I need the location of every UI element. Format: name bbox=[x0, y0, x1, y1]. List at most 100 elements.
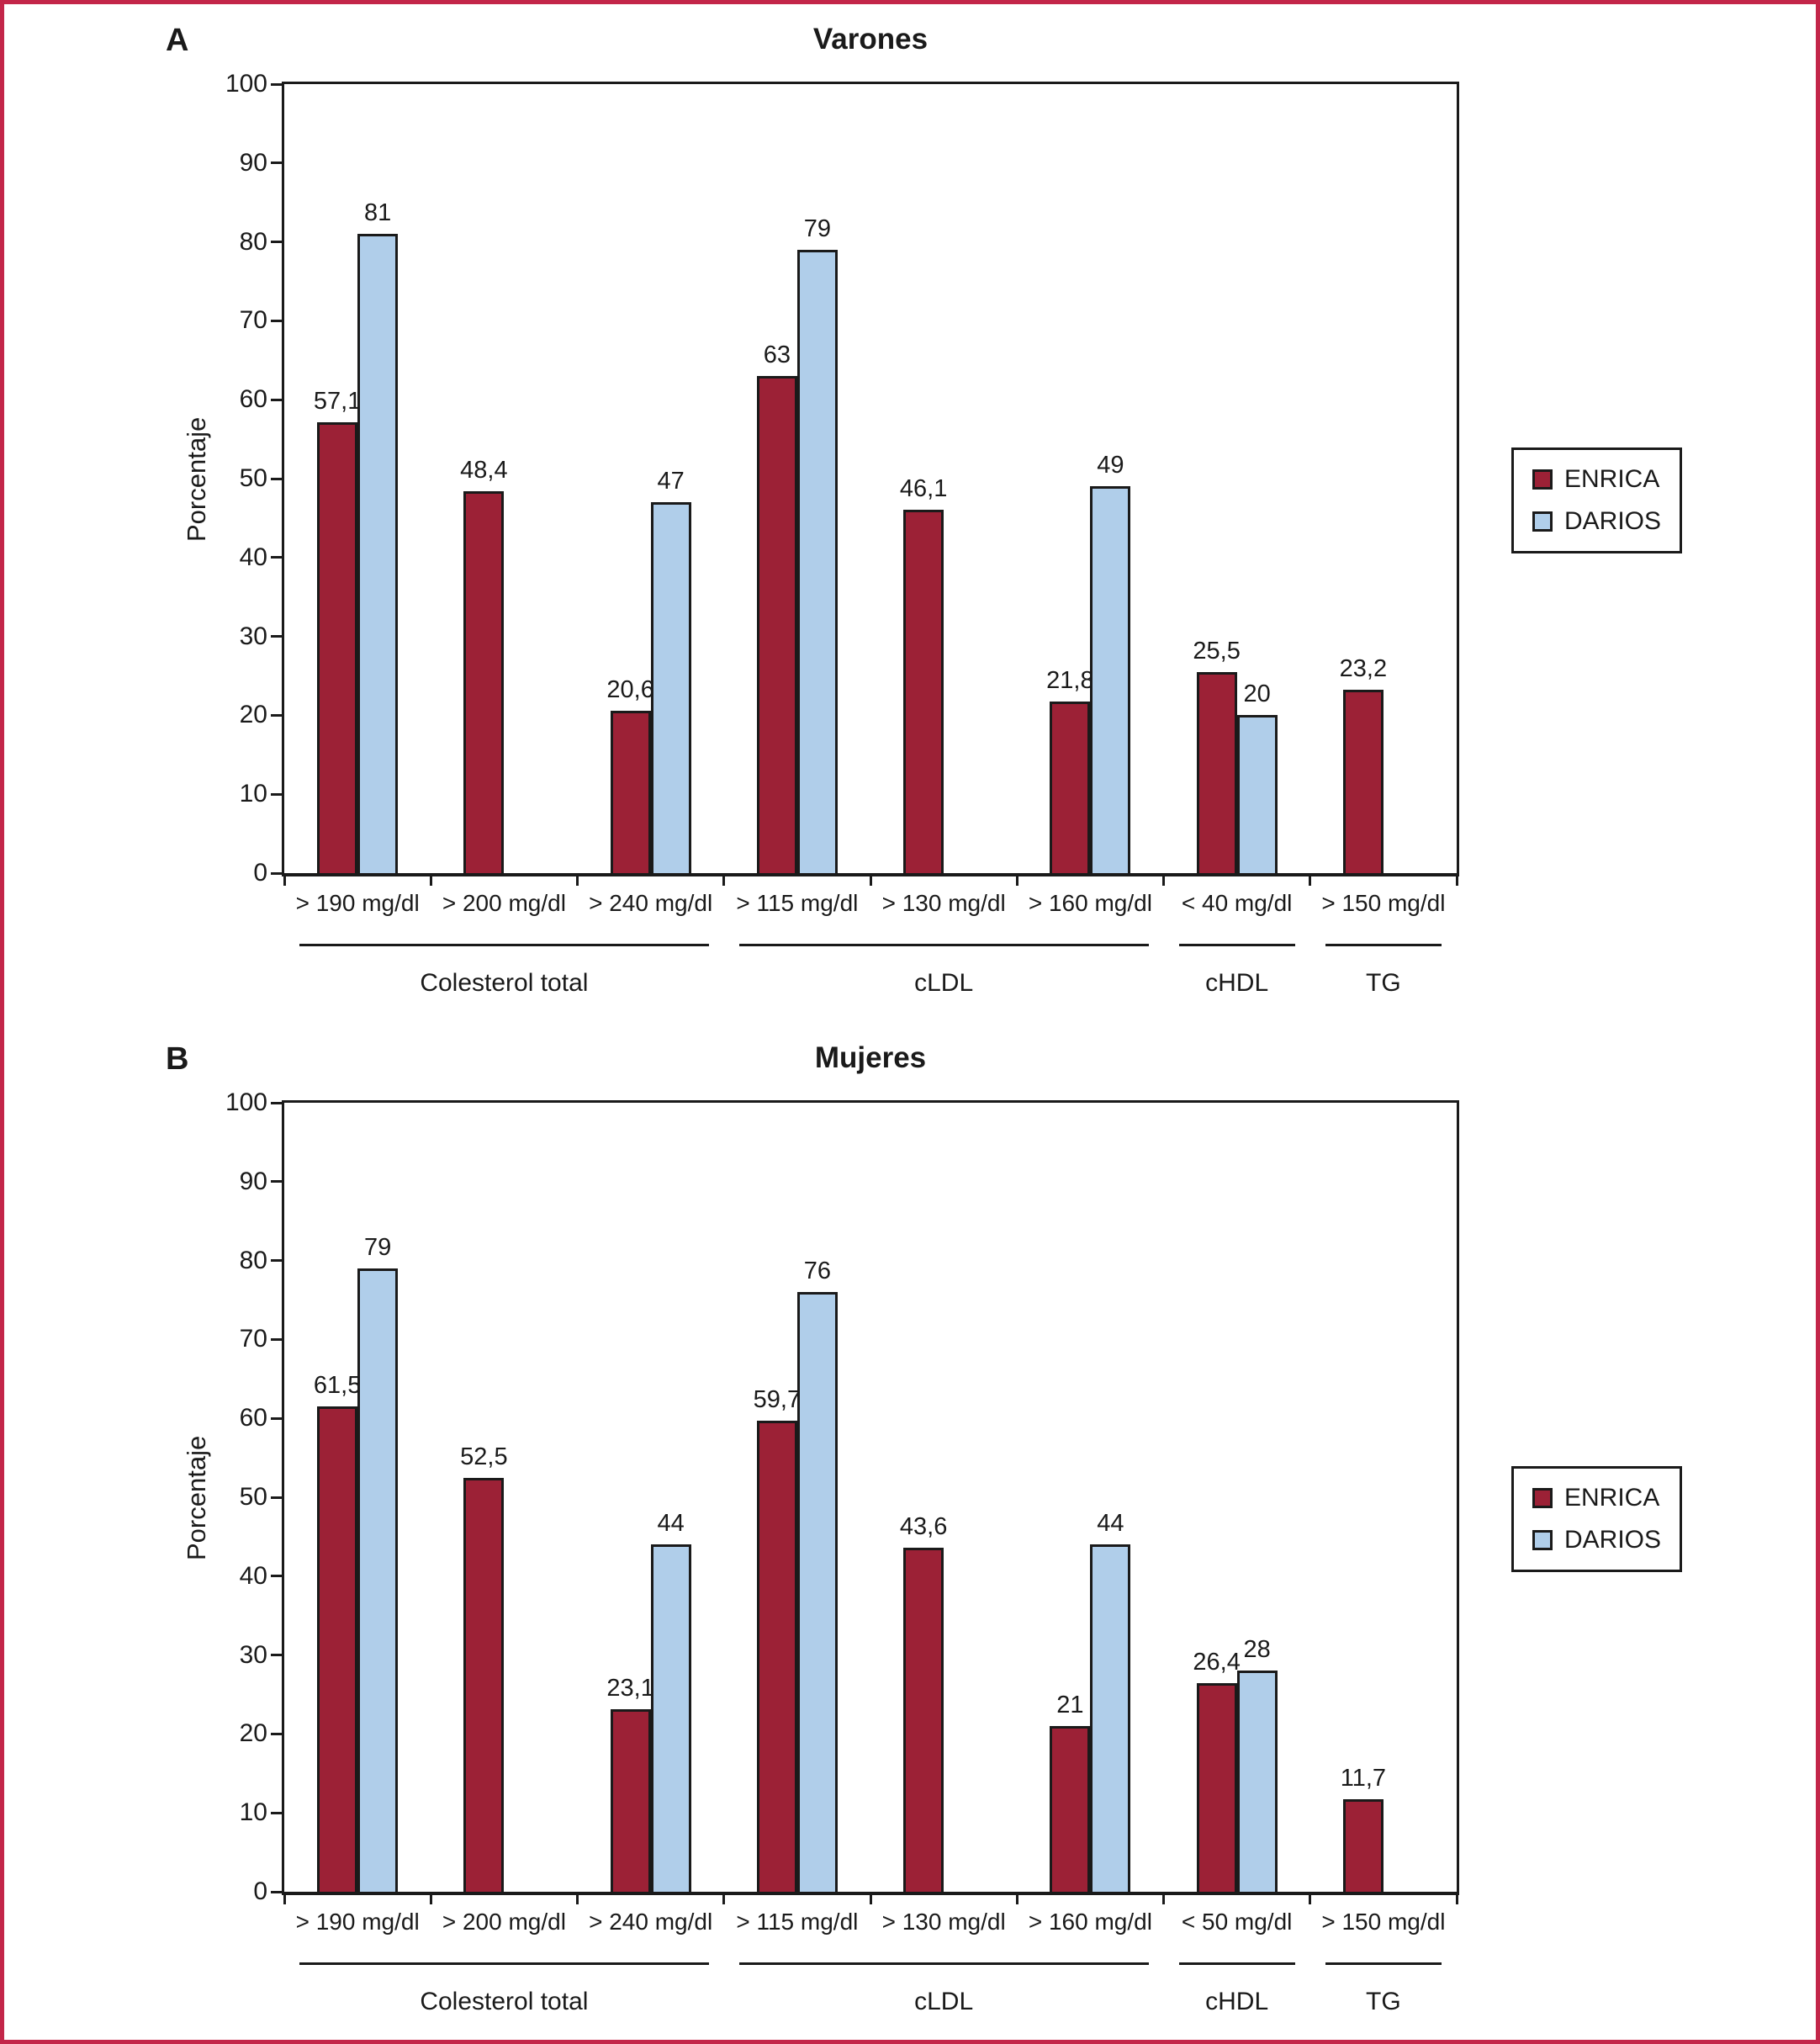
legend-entry-enrica: ENRICA bbox=[1532, 1485, 1661, 1511]
legend-label-enrica: ENRICA bbox=[1564, 465, 1660, 493]
y-tick-mark bbox=[271, 1811, 284, 1814]
bar-darios bbox=[1236, 715, 1278, 873]
y-tick-label: 100 bbox=[225, 1088, 267, 1116]
x-category-label: > 130 mg/dl bbox=[881, 1909, 1006, 1935]
x-tick-mark bbox=[429, 873, 432, 886]
bar-value-label: 57,1 bbox=[313, 388, 362, 416]
bar-enrica bbox=[903, 509, 944, 873]
y-tick-label: 90 bbox=[239, 1167, 267, 1195]
y-tick-mark bbox=[271, 556, 284, 559]
y-tick-mark bbox=[271, 1890, 284, 1893]
x-tick-mark bbox=[283, 1892, 286, 1904]
bar-darios bbox=[796, 249, 838, 873]
bar-darios bbox=[357, 1268, 399, 1892]
y-tick-label: 90 bbox=[239, 148, 267, 177]
bar-value-label: 52,5 bbox=[460, 1443, 508, 1470]
bar-value-label: 20 bbox=[1243, 680, 1271, 708]
enrica-swatch-icon bbox=[1532, 1488, 1553, 1508]
y-tick-label: 0 bbox=[253, 1877, 267, 1905]
x-tick-mark bbox=[1455, 873, 1458, 886]
group-label: cHDL bbox=[1205, 969, 1269, 997]
bar-value-label: 21 bbox=[1056, 1692, 1084, 1719]
x-tick-mark bbox=[576, 873, 579, 886]
y-tick-label: 70 bbox=[239, 306, 267, 335]
bar-value-label: 23,1 bbox=[606, 1675, 654, 1702]
y-axis-label: Porcentaje bbox=[182, 1435, 211, 1560]
x-category-label: > 150 mg/dl bbox=[1321, 1909, 1446, 1935]
bar-darios bbox=[650, 502, 691, 873]
x-tick-mark bbox=[1455, 1892, 1458, 1904]
bar-value-label: 61,5 bbox=[313, 1372, 362, 1400]
group-label: Colesterol total bbox=[420, 1988, 589, 2015]
y-tick-mark bbox=[271, 1259, 284, 1263]
bar-enrica bbox=[756, 376, 797, 873]
y-tick-label: 30 bbox=[239, 1640, 267, 1669]
x-category-label: > 200 mg/dl bbox=[442, 1909, 566, 1935]
darios-swatch-icon bbox=[1532, 1530, 1553, 1550]
panel-varones: A Varones Porcentaje 0 10 20 30 40 50 60 70 80 90… bbox=[4, 23, 1816, 1024]
bar-value-label: 25,5 bbox=[1193, 637, 1241, 665]
y-tick-label: 20 bbox=[239, 701, 267, 729]
x-tick-mark bbox=[1309, 1892, 1312, 1904]
x-category-label: > 160 mg/dl bbox=[1028, 1909, 1152, 1935]
y-tick-mark bbox=[271, 792, 284, 796]
plot-area: 0 10 20 30 40 50 60 70 80 90 100 > 190 mg/dl 57,1 81 >… bbox=[225, 71, 1459, 996]
group-underline bbox=[738, 944, 1149, 946]
bar-darios bbox=[650, 1544, 691, 1892]
bar-value-label: 44 bbox=[657, 1510, 685, 1538]
bar-value-label: 11,7 bbox=[1340, 1765, 1387, 1792]
panel-mujeres: B Mujeres Porcentaje 0 10 20 30 40 50 60 70 80 90… bbox=[4, 1041, 1816, 2040]
bar-enrica bbox=[1196, 671, 1237, 873]
x-category-label: > 150 mg/dl bbox=[1321, 890, 1446, 916]
y-tick-label: 100 bbox=[225, 70, 267, 98]
y-tick-mark bbox=[271, 1732, 284, 1735]
y-tick-label: 30 bbox=[239, 622, 267, 650]
y-tick-mark bbox=[271, 1496, 284, 1499]
x-category-label: > 160 mg/dl bbox=[1028, 890, 1152, 916]
group-underline bbox=[1325, 944, 1442, 946]
group-label: cLDL bbox=[914, 969, 974, 997]
x-tick-mark bbox=[576, 1892, 579, 1904]
x-category-label: > 200 mg/dl bbox=[442, 890, 566, 916]
bar-value-label: 26,4 bbox=[1193, 1649, 1241, 1676]
y-tick-mark bbox=[271, 398, 284, 401]
group-underline bbox=[738, 1962, 1149, 1965]
panel-letter: A bbox=[166, 23, 189, 58]
y-tick-mark bbox=[271, 1180, 284, 1184]
x-tick-mark bbox=[1162, 873, 1165, 886]
x-category-label: > 240 mg/dl bbox=[589, 890, 713, 916]
y-tick-mark bbox=[271, 1654, 284, 1657]
x-category-label: < 40 mg/dl bbox=[1181, 890, 1293, 916]
bar-value-label: 79 bbox=[363, 1233, 392, 1261]
y-tick-mark bbox=[271, 635, 284, 638]
x-category-label: > 190 mg/dl bbox=[295, 890, 420, 916]
bar-enrica bbox=[1196, 1683, 1237, 1892]
group-underline bbox=[299, 944, 709, 946]
bar-darios bbox=[796, 1292, 838, 1892]
group-underline bbox=[1178, 944, 1295, 946]
y-axis-label: Porcentaje bbox=[182, 416, 211, 542]
x-tick-mark bbox=[869, 873, 872, 886]
x-category-label: > 130 mg/dl bbox=[881, 890, 1006, 916]
bar-enrica bbox=[317, 422, 358, 873]
enrica-swatch-icon bbox=[1532, 469, 1553, 490]
x-tick-mark bbox=[722, 1892, 726, 1904]
bar-value-label: 44 bbox=[1097, 1510, 1124, 1538]
bar-darios bbox=[1090, 486, 1131, 873]
group-label: Colesterol total bbox=[420, 969, 589, 997]
bar-enrica bbox=[1342, 1799, 1384, 1892]
y-tick-label: 70 bbox=[239, 1325, 267, 1353]
x-tick-mark bbox=[869, 1892, 872, 1904]
legend-entry-darios: DARIOS bbox=[1532, 509, 1661, 534]
y-tick-label: 20 bbox=[239, 1719, 267, 1748]
bar-value-label: 47 bbox=[657, 468, 685, 495]
x-tick-mark bbox=[1162, 1892, 1165, 1904]
y-tick-label: 80 bbox=[239, 227, 267, 256]
bar-darios bbox=[357, 234, 399, 873]
y-tick-mark bbox=[271, 241, 284, 244]
bar-value-label: 46,1 bbox=[899, 474, 948, 502]
bar-value-label: 63 bbox=[763, 342, 791, 369]
x-category-label: > 240 mg/dl bbox=[589, 1909, 713, 1935]
y-tick-label: 0 bbox=[253, 859, 267, 887]
legend-label-darios: DARIOS bbox=[1564, 1526, 1662, 1554]
